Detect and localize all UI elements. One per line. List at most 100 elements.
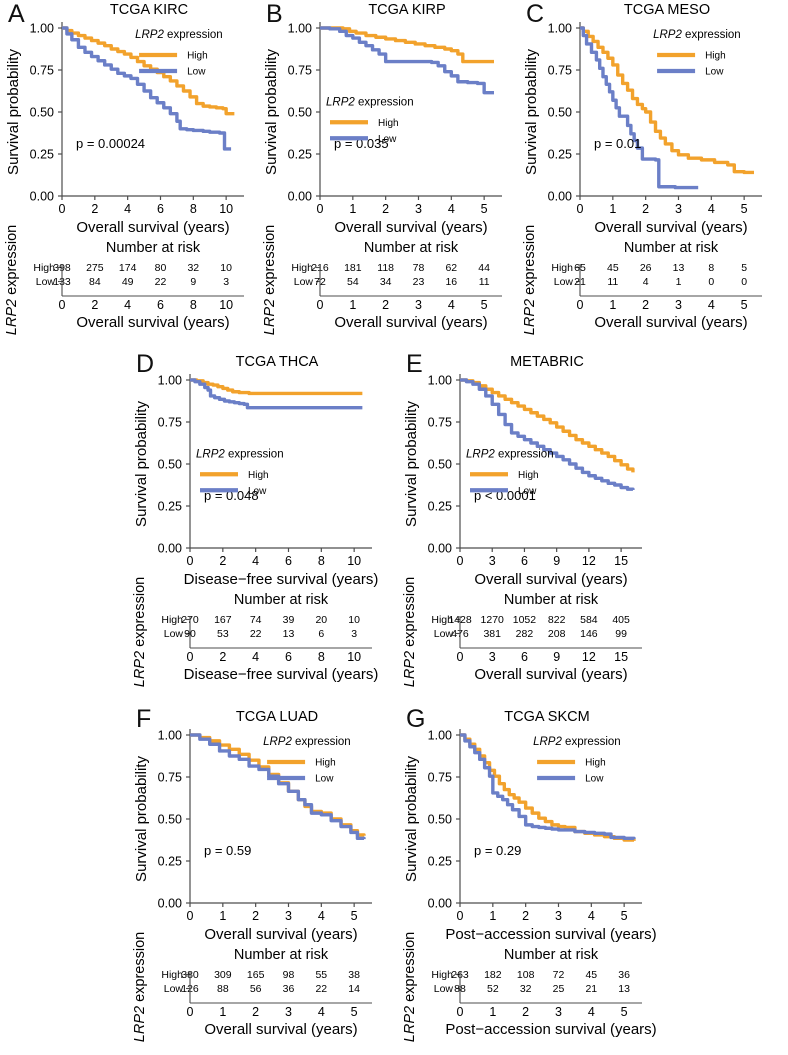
survival-curve-low <box>190 733 366 841</box>
panel-g: TCGA SKCM 0.00 0.25 0.50 0.75 1.00 0 1 2 3 4 5 p = 0… <box>398 707 657 1042</box>
legend-label-high: High <box>315 758 336 769</box>
y-axis-title: Survival probability <box>5 49 22 175</box>
risk-cell: 21 <box>585 983 597 995</box>
risk-cell: 32 <box>520 983 532 995</box>
risk-x-tick-label: 4 <box>252 650 259 664</box>
risk-cell: 52 <box>487 983 499 995</box>
risk-table-heading: Number at risk <box>624 240 719 256</box>
risk-cell: 32 <box>187 262 199 274</box>
x-tick-label: 12 <box>582 554 596 568</box>
y-tick-label: 0.75 <box>428 416 452 430</box>
legend-label-low: Low <box>518 486 537 497</box>
y-tick-label: 0.75 <box>548 64 572 78</box>
x-tick-label: 9 <box>553 554 560 568</box>
risk-cell: 108 <box>517 969 535 981</box>
y-tick-label: 0.00 <box>158 897 182 911</box>
risk-cell: 36 <box>283 983 295 995</box>
risk-x-tick-label: 2 <box>642 298 649 312</box>
risk-cell: 49 <box>122 276 134 288</box>
y-tick-label: 1.00 <box>428 374 452 388</box>
risk-x-tick-label: 0 <box>187 1005 194 1019</box>
legend-title: LRP2 expression <box>533 736 621 748</box>
risk-cell: 20 <box>315 614 327 626</box>
plot-title: TCGA THCA <box>236 354 319 370</box>
x-tick-label: 4 <box>318 909 325 923</box>
risk-cell: 55 <box>315 969 327 981</box>
legend-title: LRP2 expression <box>326 96 414 108</box>
x-axis-title: Disease−free survival (years) <box>184 571 379 588</box>
legend-label-high: High <box>248 470 269 481</box>
risk-x-tick-label: 12 <box>582 650 596 664</box>
risk-side-label: LRP2 expression <box>262 225 278 335</box>
risk-cell: 6 <box>318 628 324 640</box>
risk-row-label: High <box>291 262 313 274</box>
risk-cell: 167 <box>214 614 232 626</box>
plot-title: TCGA SKCM <box>504 709 589 725</box>
risk-x-tick-label: 0 <box>457 1005 464 1019</box>
risk-cell: 0 <box>741 276 747 288</box>
risk-x-axis-title: Disease−free survival (years) <box>184 666 379 683</box>
risk-cell: 5 <box>741 262 747 274</box>
x-tick-label: 3 <box>489 554 496 568</box>
risk-cell: 72 <box>553 969 565 981</box>
risk-row-label: High <box>161 969 183 981</box>
risk-x-tick-label: 6 <box>521 650 528 664</box>
risk-cell: 78 <box>413 262 425 274</box>
risk-cell: 11 <box>479 276 490 288</box>
y-tick-label: 1.00 <box>158 374 182 388</box>
x-tick-label: 4 <box>252 554 259 568</box>
risk-row-label: Low <box>164 628 184 640</box>
legend-title: LRP2 expression <box>135 29 223 41</box>
y-tick-label: 0.25 <box>158 500 182 514</box>
x-tick-label: 10 <box>347 554 361 568</box>
risk-cell: 1270 <box>481 614 505 626</box>
risk-cell: 14 <box>348 983 360 995</box>
panel-letter-a: A <box>8 0 25 28</box>
legend-label-low: Low <box>585 774 604 785</box>
x-axis-title: Overall survival (years) <box>204 926 357 943</box>
plot-title: METABRIC <box>510 354 584 370</box>
y-axis-title: Survival probability <box>403 756 420 882</box>
x-tick-label: 5 <box>741 202 748 216</box>
legend-label-low: Low <box>315 774 334 785</box>
y-tick-label: 0.75 <box>158 771 182 785</box>
risk-cell: 165 <box>247 969 265 981</box>
y-tick-label: 0.00 <box>548 190 572 204</box>
risk-x-tick-label: 1 <box>219 1005 226 1019</box>
legend-title-gene: LRP2 <box>466 448 495 460</box>
risk-table-heading: Number at risk <box>504 592 599 608</box>
x-tick-label: 3 <box>415 202 422 216</box>
risk-cell: 23 <box>413 276 425 288</box>
x-tick-label: 1 <box>349 202 356 216</box>
risk-x-tick-label: 0 <box>187 650 194 664</box>
x-tick-label: 2 <box>252 909 259 923</box>
risk-x-tick-label: 0 <box>317 298 324 312</box>
y-tick-label: 0.25 <box>30 148 54 162</box>
survival-curve-high <box>460 378 635 473</box>
x-axis-title: Overall survival (years) <box>594 219 747 236</box>
risk-cell: 22 <box>315 983 327 995</box>
risk-x-tick-label: 5 <box>481 298 488 312</box>
x-tick-label: 6 <box>521 554 528 568</box>
survival-curve-high <box>460 733 636 842</box>
x-tick-label: 0 <box>457 909 464 923</box>
risk-cell: 54 <box>347 276 359 288</box>
legend-label-high: High <box>585 758 606 769</box>
x-tick-label: 2 <box>91 202 98 216</box>
legend-title: LRP2 expression <box>196 448 284 460</box>
risk-cell: 381 <box>483 628 501 640</box>
y-tick-label: 0.25 <box>158 855 182 869</box>
risk-x-axis-title: Overall survival (years) <box>474 666 627 683</box>
x-tick-label: 0 <box>577 202 584 216</box>
risk-cell: 22 <box>155 276 167 288</box>
risk-cell: 13 <box>283 628 295 640</box>
p-value-label: p = 0.59 <box>204 843 251 858</box>
risk-cell: 208 <box>548 628 566 640</box>
risk-cell: 118 <box>377 262 394 274</box>
x-tick-label: 2 <box>522 909 529 923</box>
y-tick-label: 0.25 <box>288 148 312 162</box>
y-tick-label: 0.25 <box>428 500 452 514</box>
risk-x-tick-label: 1 <box>489 1005 496 1019</box>
legend-label-high: High <box>705 51 726 62</box>
risk-x-tick-label: 4 <box>448 298 455 312</box>
